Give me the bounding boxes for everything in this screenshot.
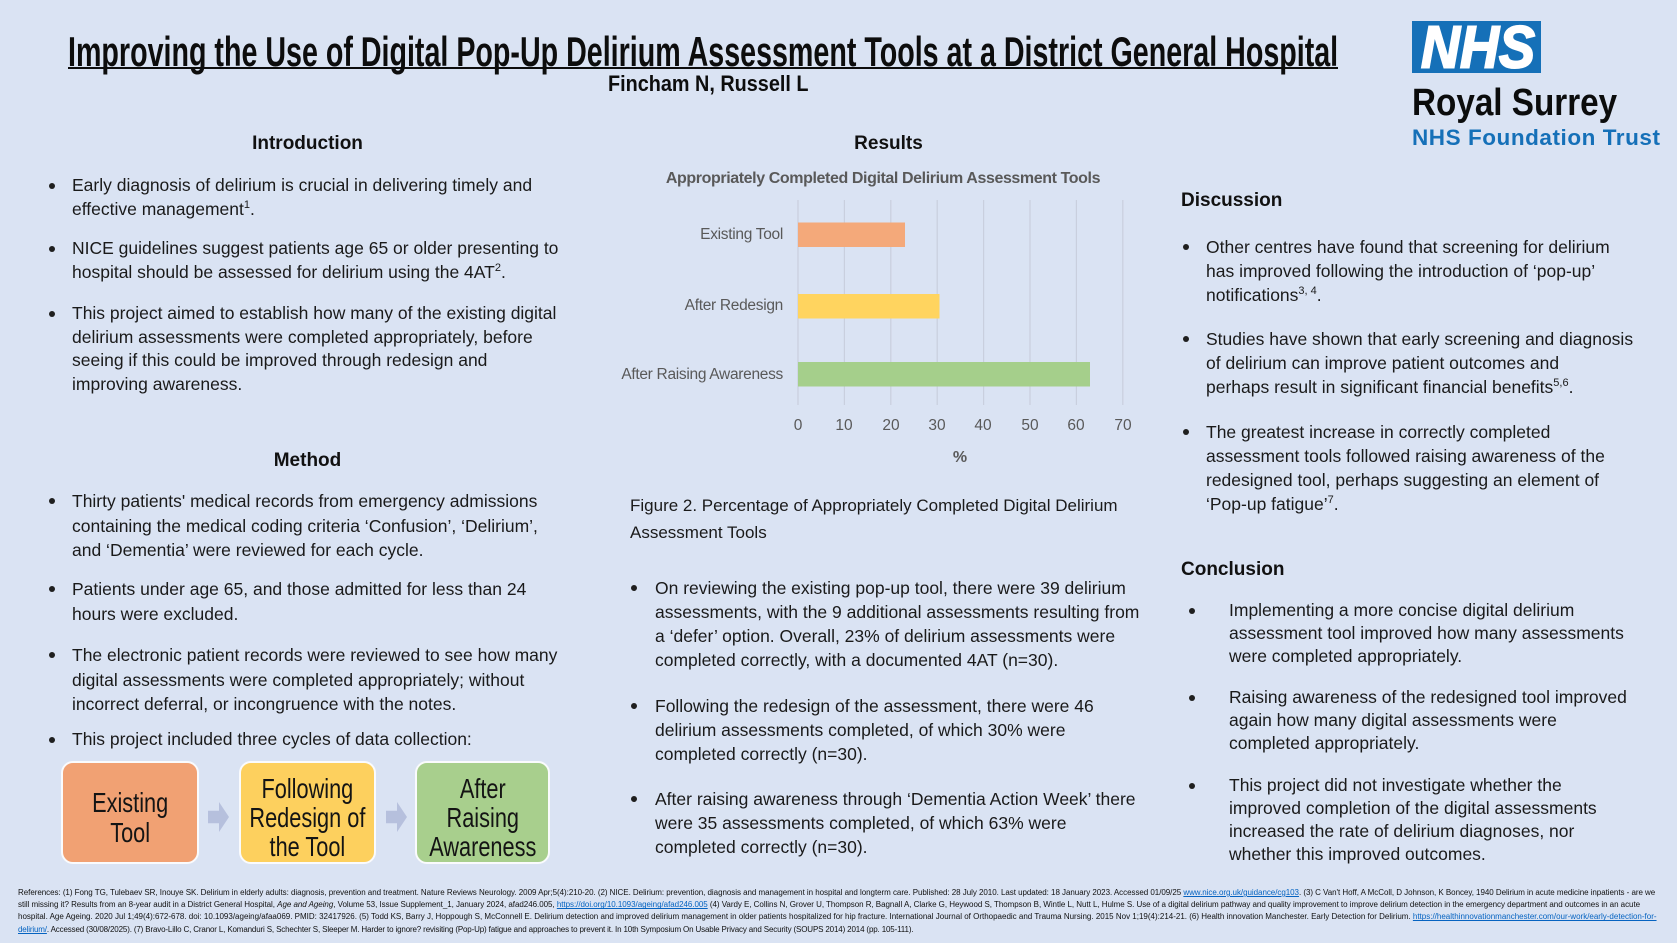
svg-text:NHS: NHS [1421, 21, 1535, 73]
